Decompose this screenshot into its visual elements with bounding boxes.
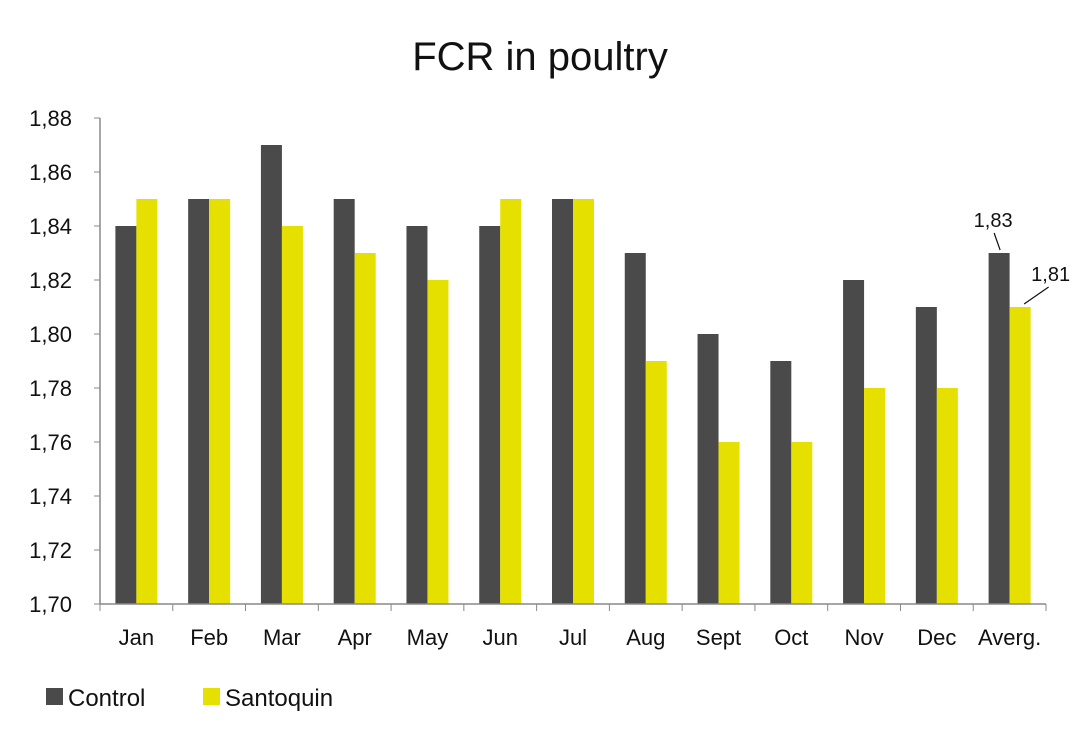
bar-santoquin-apr <box>354 253 376 604</box>
bar-santoquin-mar <box>281 226 303 604</box>
y-tick-label: 1,72 <box>29 538 72 563</box>
x-tick-label: Jun <box>482 625 517 650</box>
bar-santoquin-feb <box>209 199 231 604</box>
bar-control-apr <box>333 199 355 604</box>
bar-control-oct <box>770 361 792 604</box>
y-tick-label: 1,84 <box>29 214 72 239</box>
y-tick-label: 1,82 <box>29 268 72 293</box>
y-tick-label: 1,78 <box>29 376 72 401</box>
bar-santoquin-sept <box>718 442 740 604</box>
bar-control-jun <box>479 226 501 604</box>
bar-santoquin-dec <box>936 388 958 604</box>
bar-santoquin-jan <box>136 199 158 604</box>
x-tick-label: Jan <box>119 625 154 650</box>
bar-control-mar <box>260 145 282 604</box>
legend-swatch-control <box>46 688 63 705</box>
legend-swatch-santoquin <box>203 688 220 705</box>
axes <box>99 118 1047 611</box>
y-tick-label: 1,74 <box>29 484 72 509</box>
x-tick-label: May <box>407 625 449 650</box>
bar-santoquin-may <box>427 280 449 604</box>
x-tick-label: Feb <box>190 625 228 650</box>
y-tick-label: 1,80 <box>29 322 72 347</box>
legend: Control Santoquin <box>46 685 333 712</box>
annotations: 1,83 1,81 <box>974 210 1070 305</box>
annotation-leader-santoquin <box>1023 286 1049 305</box>
bar-control-averg <box>988 253 1010 604</box>
bar-santoquin-nov <box>864 388 886 604</box>
y-tick-label: 1,70 <box>29 592 72 617</box>
chart-title: FCR in poultry <box>412 35 668 79</box>
x-tick-label: Jul <box>559 625 587 650</box>
x-tick-label: Sept <box>696 625 741 650</box>
bar-santoquin-oct <box>791 442 813 604</box>
annotation-label-control: 1,83 <box>974 210 1013 232</box>
bar-control-dec <box>915 307 937 604</box>
y-axis-ticks: 1,70 1,72 1,74 1,76 1,78 1,80 1,82 1,84 1,86 1,88 <box>29 106 100 617</box>
bar-control-sept <box>697 334 719 604</box>
x-tick-label: Oct <box>774 625 808 650</box>
x-tick-label: Nov <box>845 625 884 650</box>
y-tick-label: 1,88 <box>29 106 72 131</box>
bars <box>115 145 1031 604</box>
x-tick-label: Dec <box>917 625 956 650</box>
x-tick-label: Mar <box>263 625 301 650</box>
y-tick-label: 1,86 <box>29 160 72 185</box>
bar-control-feb <box>188 199 210 604</box>
annotation-leader-control <box>993 232 1001 251</box>
x-tick-label: Apr <box>338 625 372 650</box>
x-tick-label: Aug <box>626 625 665 650</box>
bar-santoquin-jul <box>573 199 594 604</box>
bar-control-jul <box>552 199 573 604</box>
legend-label-control: Control <box>68 685 145 712</box>
bar-control-jan <box>115 226 137 604</box>
bar-control-may <box>406 226 428 604</box>
bar-control-nov <box>843 280 865 604</box>
annotation-label-santoquin: 1,81 <box>1031 264 1070 286</box>
x-axis-ticks: Jan Feb Mar Apr May Jun Jul Aug Sept Oct Nov Dec Ave… <box>119 625 1042 650</box>
bar-santoquin-jun <box>500 199 522 604</box>
y-tick-label: 1,76 <box>29 430 72 455</box>
bar-santoquin-averg <box>1009 307 1031 604</box>
bar-santoquin-aug <box>645 361 667 604</box>
x-tick-label: Averg. <box>978 625 1041 650</box>
legend-label-santoquin: Santoquin <box>225 685 333 712</box>
bar-control-aug <box>624 253 646 604</box>
